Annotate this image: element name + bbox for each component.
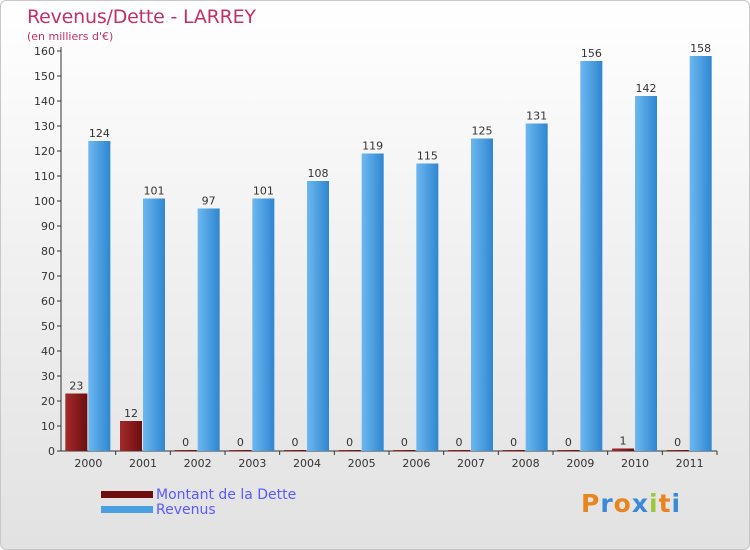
x-tick-label: 2001 [129,457,157,470]
debt-value-label: 12 [124,407,138,420]
revenue-bar [361,153,384,451]
revenue-value-label: 108 [308,167,329,180]
debt-value-label: 0 [674,436,681,449]
revenue-bar [252,198,275,451]
x-tick-label: 2006 [402,457,430,470]
debt-bar [557,450,580,451]
revenue-value-label: 101 [253,185,274,198]
logo-letter: P [581,489,601,518]
debt-bar [612,448,634,451]
debt-value-label: 0 [237,436,244,449]
y-tick-label: 120 [34,145,55,158]
revenue-bar [471,138,493,451]
revenue-bar [635,96,657,451]
revenue-value-label: 119 [362,140,383,153]
revenue-value-label: 142 [636,82,657,95]
logo-letter: o [613,489,632,518]
debt-value-label: 0 [510,436,517,449]
legend-item-debt: Montant de la Dette [101,486,297,503]
legend-label-debt: Montant de la Dette [156,486,297,503]
legend: Montant de la Dette Revenus [101,486,297,518]
debt-bar [229,450,252,451]
x-tick-label: 2008 [512,457,540,470]
revenue-value-label: 124 [89,127,110,140]
debt-value-label: 23 [69,380,83,393]
debt-bar [393,450,416,451]
revenue-value-label: 156 [581,47,602,60]
debt-value-label: 0 [346,436,353,449]
y-tick-label: 160 [34,45,55,58]
logo-letter: i [649,489,659,518]
legend-swatch-debt [101,491,153,498]
y-tick-label: 110 [34,170,55,183]
x-tick-label: 2005 [348,457,376,470]
debt-value-label: 0 [182,436,189,449]
y-tick-label: 0 [48,445,55,458]
x-tick-label: 2011 [676,457,704,470]
logo-letter: r [600,489,614,518]
debt-bar [65,393,88,451]
revenue-value-label: 131 [526,110,547,123]
chart-title: Revenus/Dette - LARREY [27,6,256,28]
logo-letter: x [631,489,649,518]
revenue-value-label: 125 [472,125,493,138]
revenue-bar [525,123,548,451]
y-tick-label: 90 [41,220,55,233]
legend-swatch-revenue [101,506,153,513]
revenue-value-label: 97 [202,195,216,208]
debt-value-label: 0 [292,436,299,449]
revenue-bar [143,198,165,451]
y-tick-label: 70 [41,270,55,283]
revenue-bar [307,181,329,451]
revenue-bar [88,141,111,451]
legend-item-revenue: Revenus [101,501,296,518]
chart-subtitle: (en milliers d'€) [27,30,114,43]
revenue-value-label: 158 [690,42,711,55]
y-tick-label: 30 [41,370,55,383]
debt-bar [666,450,689,451]
proxiti-logo: Proxiti [581,489,681,518]
y-tick-label: 150 [34,70,55,83]
bars [65,56,712,451]
data-labels: 23 124 12 101 0 97 0 101 0 108 0 119 0 115 0 125 0 131 0 15… [69,42,711,449]
debt-value-label: 0 [401,436,408,449]
axes: 0102030405060708090100110120130140150160… [34,45,718,470]
revenue-bar [580,61,603,451]
logo-letter: i [671,489,682,518]
y-tick-label: 140 [34,95,55,108]
y-tick-label: 40 [41,345,55,358]
debt-bar [502,450,525,451]
debt-bar [338,450,361,451]
revenue-bar [197,208,220,451]
x-tick-label: 2003 [238,457,266,470]
revenue-value-label: 101 [144,185,165,198]
debt-bar [284,450,306,451]
debt-value-label: 0 [565,436,572,449]
debt-value-label: 1 [620,435,627,448]
debt-bar [174,450,197,451]
y-tick-label: 130 [34,120,55,133]
x-tick-label: 2004 [293,457,321,470]
y-tick-label: 100 [34,195,55,208]
debt-bar [120,421,142,451]
x-tick-label: 2002 [184,457,212,470]
revenue-bar [689,56,712,451]
x-tick-label: 2009 [566,457,594,470]
revenue-value-label: 115 [417,150,438,163]
legend-label-revenue: Revenus [156,501,216,518]
revenue-bar [416,163,439,451]
y-tick-label: 20 [41,395,55,408]
x-tick-label: 2010 [621,457,649,470]
x-tick-label: 2007 [457,457,485,470]
y-tick-label: 50 [41,320,55,333]
x-tick-label: 2000 [74,457,102,470]
debt-bar [448,450,470,451]
y-tick-label: 80 [41,245,55,258]
logo-letter: t [658,489,672,518]
y-tick-label: 10 [41,420,55,433]
y-tick-label: 60 [41,295,55,308]
debt-value-label: 0 [456,436,463,449]
